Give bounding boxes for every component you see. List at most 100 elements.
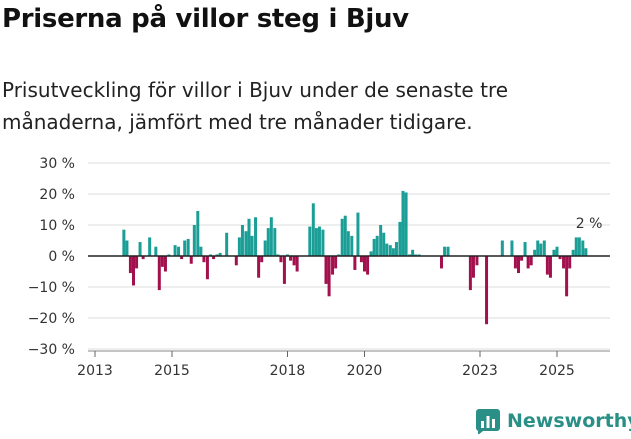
bar [273,228,277,256]
bar [353,256,357,270]
bar [292,256,296,266]
bar [205,256,209,280]
x-axis: 2013 2015 2018 2020 2023 2025 [77,350,610,379]
bar [311,203,315,256]
bar [446,246,450,256]
chart-title: Priserna på villor steg i Bjuv [2,4,409,34]
bar [391,248,395,256]
y-tick-label: −20 % [28,311,75,327]
bar [132,256,135,286]
bar [533,249,537,256]
y-axis-ticks: 30 % 20 % 10 % 0 % −10 % −20 % −30 % [28,156,75,358]
bar [394,242,398,256]
bar [180,256,184,260]
bars [122,190,588,325]
bar [366,256,370,275]
bar [314,228,318,256]
bar [263,240,267,256]
bar [536,240,540,256]
bar [289,256,293,261]
bar [240,225,244,256]
bar [279,256,283,263]
bar [148,237,152,256]
bar [173,245,177,256]
bar [417,254,421,256]
y-tick-label: 0 % [48,249,75,265]
bar [382,232,386,256]
x-tick-label: 2025 [539,363,575,379]
bar [517,256,520,274]
bar [443,246,447,256]
bar [199,246,203,256]
x-tick-label: 2013 [77,363,113,379]
bar [363,256,366,272]
bar [500,240,504,256]
bar [574,237,578,256]
bar [340,218,344,256]
bar [584,248,588,256]
bar [555,246,559,256]
newsworthy-logo[interactable]: Newsworthy [475,408,631,434]
bar [388,245,392,256]
bar [379,225,383,256]
bar [186,238,190,256]
annotation-group: 2 % [576,216,603,232]
bar [468,256,472,291]
bar [254,217,258,256]
bar [411,249,415,256]
y-tick-label: 10 % [39,218,75,234]
bar [327,256,331,297]
bar [414,254,418,256]
bar [510,240,514,256]
bar [317,226,321,256]
bar [257,256,261,278]
annotation-label: 2 % [576,216,603,232]
bar [196,211,200,256]
bar [526,256,530,269]
bar [189,256,193,264]
bar [250,235,254,256]
bar [475,256,479,266]
bar [404,192,408,256]
bar [523,242,527,256]
bar [276,254,280,256]
bar [163,256,167,272]
bar [356,212,360,256]
bar [160,256,164,267]
y-tick-label: −30 % [28,342,75,358]
bar [558,256,562,260]
x-tick-label: 2015 [154,363,190,379]
bar [212,256,216,260]
bar [192,225,196,256]
bar [321,229,325,256]
bar [247,218,251,256]
bar [234,256,238,266]
bar [157,256,161,291]
bar [244,231,248,256]
bar [308,226,312,256]
bar [571,249,575,256]
bar [266,228,270,256]
bar [202,256,206,263]
newsworthy-logo-icon [476,409,500,434]
bar [269,217,273,256]
y-tick-label: −10 % [28,280,75,296]
bar [369,251,373,256]
bar [577,237,581,256]
bar [539,243,543,256]
bar [372,238,376,256]
bar [177,246,181,256]
bar [135,256,139,269]
bar-chart: 30 %20 %10 %0 %−10 %−20 %−30 % 2013 2015 2… [28,156,610,379]
brand-name: Newsworthy [507,410,631,432]
bar [324,256,328,284]
bar [167,254,171,256]
bar [529,256,533,266]
bar [545,256,549,275]
bar [513,256,517,269]
bar [282,256,286,284]
bar [183,240,187,256]
bar [237,237,241,256]
bar [260,256,264,263]
bar [568,256,572,269]
